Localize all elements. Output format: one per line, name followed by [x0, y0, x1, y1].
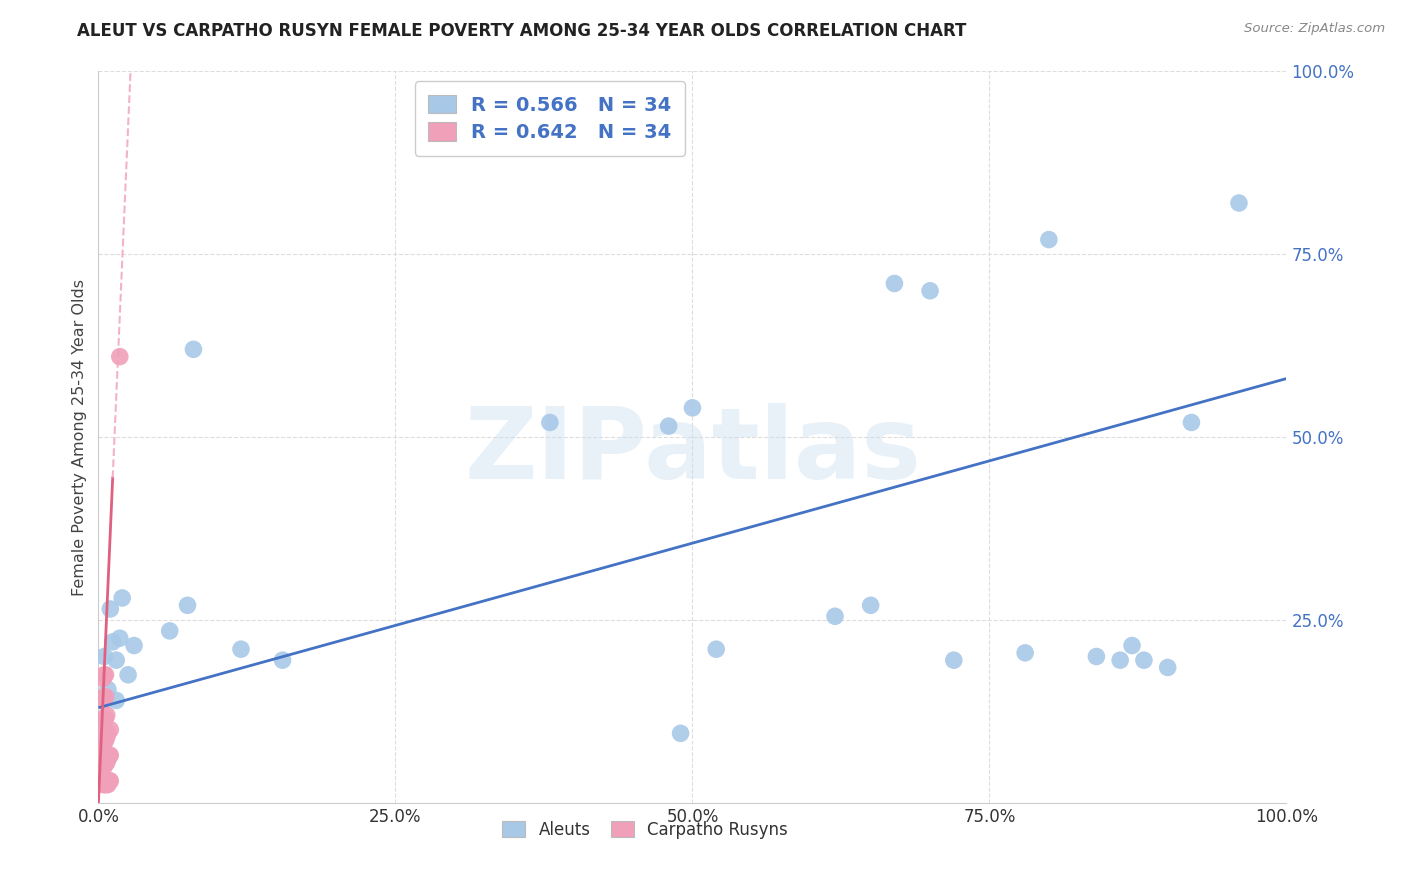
Point	[1109, 653, 1132, 667]
Point	[105, 653, 128, 667]
Point	[271, 653, 294, 667]
Point	[94, 778, 117, 792]
Point	[98, 773, 121, 788]
Point	[94, 733, 117, 747]
Point	[97, 682, 120, 697]
Point	[93, 649, 115, 664]
Point	[91, 715, 114, 730]
Text: Source: ZipAtlas.com: Source: ZipAtlas.com	[1244, 22, 1385, 36]
Point	[94, 667, 117, 681]
Point	[1121, 639, 1143, 653]
Point	[93, 712, 115, 726]
Point	[94, 690, 117, 704]
Point	[94, 756, 117, 770]
Point	[91, 759, 114, 773]
Point	[111, 591, 134, 605]
Point	[1133, 653, 1156, 667]
Point	[117, 667, 139, 681]
Legend: Aleuts, Carpatho Rusyns: Aleuts, Carpatho Rusyns	[495, 814, 794, 846]
Point	[93, 759, 115, 773]
Point	[98, 773, 121, 788]
Point	[105, 693, 128, 707]
Point	[101, 635, 124, 649]
Point	[183, 343, 205, 357]
Point	[97, 752, 120, 766]
Point	[91, 778, 114, 792]
Point	[98, 602, 121, 616]
Point	[681, 401, 703, 415]
Point	[883, 277, 905, 291]
Point	[1227, 196, 1250, 211]
Point	[91, 752, 114, 766]
Point	[96, 778, 118, 792]
Point	[859, 599, 882, 613]
Point	[96, 756, 118, 770]
Text: ZIPatlas: ZIPatlas	[464, 403, 921, 500]
Point	[669, 726, 692, 740]
Point	[942, 653, 965, 667]
Point	[538, 416, 561, 430]
Point	[122, 639, 145, 653]
Point	[91, 773, 114, 788]
Point	[824, 609, 846, 624]
Point	[108, 632, 131, 646]
Point	[91, 693, 114, 707]
Point	[91, 730, 114, 744]
Point	[97, 726, 120, 740]
Point	[1085, 649, 1108, 664]
Point	[96, 730, 118, 744]
Point	[1038, 233, 1060, 247]
Point	[97, 778, 120, 792]
Point	[93, 778, 115, 792]
Point	[93, 667, 115, 681]
Y-axis label: Female Poverty Among 25-34 Year Olds: Female Poverty Among 25-34 Year Olds	[72, 278, 87, 596]
Point	[920, 284, 942, 298]
Text: ALEUT VS CARPATHO RUSYN FEMALE POVERTY AMONG 25-34 YEAR OLDS CORRELATION CHART: ALEUT VS CARPATHO RUSYN FEMALE POVERTY A…	[77, 22, 967, 40]
Point	[93, 733, 115, 747]
Point	[94, 712, 117, 726]
Point	[93, 690, 115, 704]
Point	[1156, 660, 1178, 674]
Point	[159, 624, 181, 638]
Point	[229, 642, 252, 657]
Point	[1180, 416, 1202, 430]
Point	[176, 599, 198, 613]
Point	[658, 419, 681, 434]
Point	[704, 642, 727, 657]
Point	[98, 748, 121, 763]
Point	[1014, 646, 1036, 660]
Point	[108, 350, 131, 364]
Point	[98, 723, 121, 737]
Point	[98, 748, 121, 763]
Point	[96, 708, 118, 723]
Point	[91, 672, 114, 686]
Point	[91, 737, 114, 751]
